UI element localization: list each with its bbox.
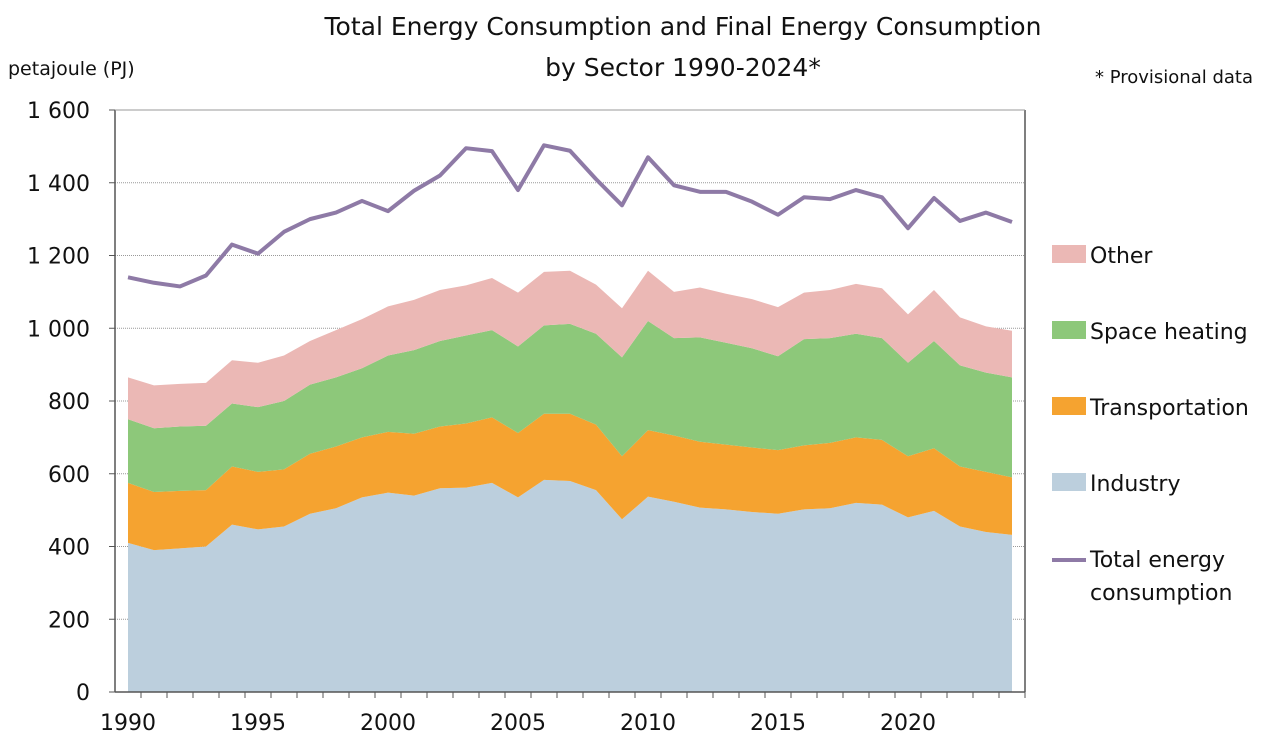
y-tick-label: 400	[48, 536, 90, 561]
y-tick-label: 1 200	[27, 245, 90, 270]
y-tick-label: 800	[48, 390, 90, 415]
y-tick-label: 1 400	[27, 172, 90, 197]
legend-swatch	[1052, 245, 1086, 263]
y-tick-label: 600	[48, 463, 90, 488]
y-tick-label: 0	[76, 681, 90, 706]
legend-swatch	[1052, 473, 1086, 491]
legend-label: Industry	[1090, 472, 1181, 497]
x-tick-label: 2015	[750, 711, 806, 736]
legend-label: Other	[1090, 244, 1153, 269]
y-tick-label: 200	[48, 608, 90, 633]
x-tick-label: 2010	[620, 711, 676, 736]
legend-label: Space heating	[1090, 320, 1248, 345]
y-axis-label: petajoule (PJ)	[8, 58, 135, 80]
x-tick-label: 2020	[880, 711, 936, 736]
legend-label: Transportation	[1089, 396, 1249, 421]
x-tick-label: 2005	[490, 711, 546, 736]
legend-swatch	[1052, 397, 1086, 415]
legend-label: Total energy	[1089, 548, 1225, 573]
y-tick-label: 1 600	[27, 99, 90, 124]
x-tick-label: 2000	[360, 711, 416, 736]
line-total-energy-consumption	[128, 145, 1012, 286]
provisional-note: * Provisional data	[1095, 67, 1253, 88]
legend-label: consumption	[1090, 581, 1232, 606]
legend-swatch	[1052, 321, 1086, 339]
y-tick-label: 1 000	[27, 317, 90, 342]
chart-title-line1: Total Energy Consumption and Final Energ…	[324, 12, 1042, 41]
x-tick-label: 1995	[230, 711, 286, 736]
x-tick-label: 1990	[100, 711, 156, 736]
chart-title-line2: by Sector 1990-2024*	[545, 53, 821, 82]
